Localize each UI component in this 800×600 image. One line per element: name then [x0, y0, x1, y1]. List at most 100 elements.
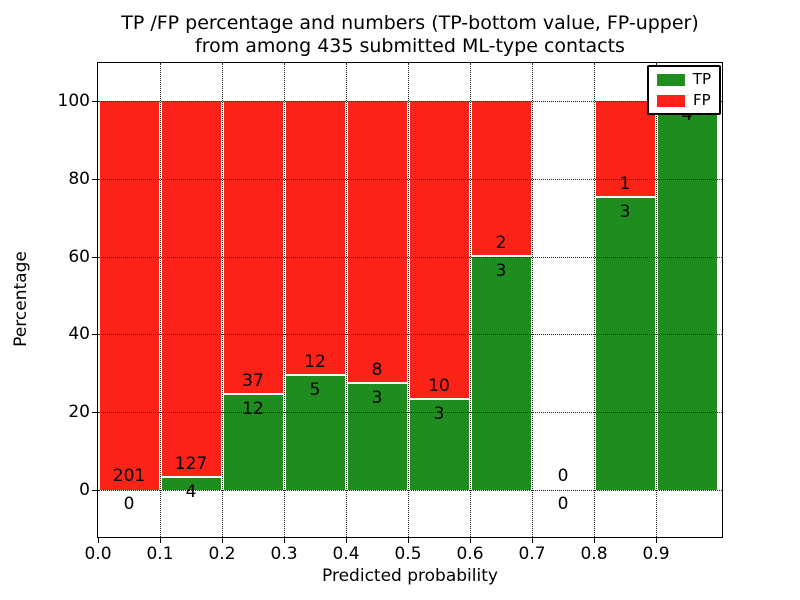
x-gridline [470, 63, 471, 537]
x-gridline [532, 63, 533, 537]
x-gridline [656, 63, 657, 537]
x-tick-mark [470, 538, 471, 543]
bar-segment-fp [223, 101, 283, 395]
bar-segment-tp [409, 400, 469, 490]
y-tick-mark [92, 101, 97, 102]
y-gridline [98, 256, 722, 258]
bar-segment-tp [595, 198, 655, 490]
x-tick-label: 0.2 [208, 544, 236, 564]
bar-segment-separator [409, 398, 469, 401]
y-tick-mark [92, 178, 97, 180]
legend-swatch-tp [657, 73, 685, 86]
y-gridline [98, 490, 722, 491]
bar-segment-separator [471, 254, 531, 257]
x-gridline [222, 63, 223, 537]
bar-segment-tp [285, 375, 345, 490]
y-tick-label: 80 [68, 168, 90, 189]
bar-segment-fp [595, 101, 655, 199]
y-tick-label: 60 [68, 246, 90, 267]
x-tick-mark [160, 538, 161, 543]
tp-count-label: 4 [681, 105, 693, 125]
x-tick-mark [346, 538, 347, 543]
tp-count-label: 3 [433, 404, 445, 425]
tp-count-label: 0 [557, 494, 569, 514]
tp-count-label: 3 [371, 387, 383, 408]
x-tick-mark [98, 538, 99, 543]
y-tick-label: 20 [68, 402, 90, 423]
legend-entry-tp: TP [657, 72, 711, 87]
tp-count-label: 12 [242, 398, 264, 419]
bar-segment-fp [347, 101, 407, 384]
fp-count-label: 2 [495, 232, 507, 253]
fp-count-label: 127 [174, 454, 208, 475]
x-tick-mark [284, 538, 285, 543]
bar-segment-separator [285, 373, 345, 376]
bar-segment-tp [657, 101, 717, 490]
bar-segment-fp [285, 101, 345, 376]
x-tick-label: 0.7 [518, 544, 546, 564]
chart-title-line1: TP /FP percentage and numbers (TP-bottom… [121, 12, 699, 34]
y-axis-label: Percentage [11, 251, 32, 347]
x-gridline [346, 63, 347, 537]
x-gridline [160, 63, 161, 537]
bar-segment-fp [99, 101, 159, 490]
x-tick-label: 0.6 [456, 544, 484, 564]
bar-segment-separator [223, 392, 283, 395]
tp-count-label: 5 [309, 379, 321, 400]
bar-segment-tp [347, 383, 407, 490]
y-tick-label: 40 [68, 324, 90, 345]
bar-segment-fp [409, 101, 469, 401]
fp-count-label: 10 [428, 376, 450, 397]
y-tick-mark [92, 490, 97, 491]
fp-count-label: 12 [304, 351, 326, 372]
legend-entry-fp: FP [657, 93, 711, 108]
chart-title-line2: from among 435 submitted ML-type contact… [195, 35, 625, 57]
x-tick-mark [222, 538, 223, 543]
legend-label: FP [693, 91, 711, 109]
y-gridline [98, 412, 722, 414]
legend: TP FP [647, 65, 721, 115]
fp-count-label: 8 [371, 359, 383, 380]
x-tick-mark [532, 538, 533, 543]
tp-count-label: 0 [123, 494, 135, 514]
bar-segment-tp [471, 256, 531, 490]
x-tick-label: 0.4 [332, 544, 360, 564]
x-tick-label: 0.9 [642, 544, 670, 564]
bar-segment-separator [595, 196, 655, 199]
bar-segment-separator [161, 476, 221, 479]
fp-count-label: 1 [619, 174, 631, 195]
y-tick-label: 0 [79, 480, 90, 500]
x-gridline [408, 63, 409, 537]
x-tick-mark [656, 538, 657, 543]
x-tick-label: 0.3 [270, 544, 298, 564]
bar-segment-tp [161, 478, 221, 490]
y-gridline [98, 178, 722, 180]
x-tick-label: 0.5 [394, 544, 422, 564]
y-tick-mark [92, 412, 97, 414]
x-tick-mark [594, 538, 595, 543]
fp-count-label: 201 [112, 466, 146, 486]
legend-label: TP [692, 70, 711, 88]
x-tick-mark [408, 538, 409, 543]
x-axis-label: Predicted probability [322, 566, 498, 586]
y-tick-mark [92, 334, 97, 336]
x-tick-label: 0.0 [84, 544, 112, 564]
y-gridline [98, 334, 722, 336]
bar-segment-separator [347, 381, 407, 384]
y-tick-mark [92, 256, 97, 258]
y-gridline [98, 101, 722, 102]
tp-count-label: 4 [185, 482, 197, 503]
tp-count-label: 3 [495, 260, 507, 281]
legend-swatch-fp [657, 94, 685, 107]
x-tick-label: 0.1 [146, 544, 174, 564]
fp-count-label: 0 [557, 466, 569, 486]
bar-segment-fp [161, 101, 221, 479]
fp-count-label: 37 [242, 370, 264, 391]
x-tick-label: 0.8 [580, 544, 608, 564]
x-gridline [284, 63, 285, 537]
y-tick-label: 100 [57, 91, 90, 111]
chart-title: TP /FP percentage and numbers (TP-bottom… [98, 12, 722, 58]
x-gridline [594, 63, 595, 537]
